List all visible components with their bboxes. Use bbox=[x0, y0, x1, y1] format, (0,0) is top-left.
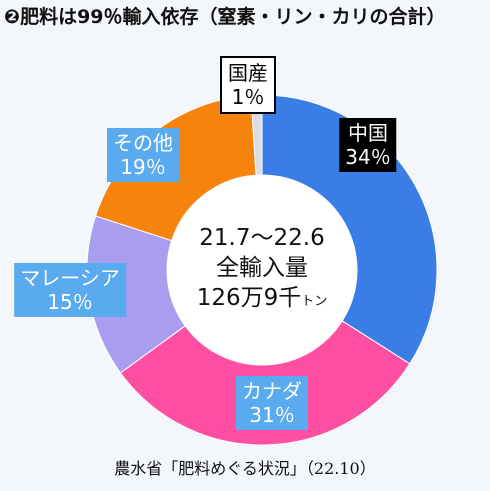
center-value: 126万9千 bbox=[196, 285, 302, 311]
source: 農水省「肥料めぐる状況」（22.10） bbox=[114, 459, 376, 478]
chart-title: ❷肥料は99％輸入依存（窒素・リン・カリの合計） bbox=[4, 6, 446, 28]
slice-label: カナダ 31％ bbox=[236, 376, 308, 430]
label-name: 国産 bbox=[228, 61, 268, 85]
slice-label: 国産 1％ bbox=[220, 56, 276, 114]
center-text: 21.7〜22.6 全輸入量 126万9千トン bbox=[197, 223, 328, 317]
center-line: 21.7〜22.6 bbox=[199, 225, 325, 251]
center-unit: トン bbox=[301, 294, 328, 309]
center-line: 全輸入量 bbox=[216, 255, 308, 281]
slice-label: その他 19％ bbox=[107, 128, 179, 182]
slice-label: マレーシア 15％ bbox=[14, 263, 126, 317]
label-name: その他 bbox=[113, 131, 173, 155]
label-value: 1％ bbox=[231, 85, 265, 109]
label-value: 31％ bbox=[249, 403, 295, 427]
label-name: マレーシア bbox=[20, 266, 120, 290]
label-name: 中国 bbox=[347, 121, 388, 145]
donut-hole bbox=[167, 175, 357, 365]
label-value: 15％ bbox=[47, 290, 93, 314]
center-line: 126万9千トン bbox=[197, 283, 328, 317]
label-value: 19％ bbox=[120, 155, 166, 179]
label-name: カナダ bbox=[242, 379, 302, 403]
label-value: 34％ bbox=[345, 145, 391, 169]
slice-label: 中国 34％ bbox=[339, 118, 397, 172]
